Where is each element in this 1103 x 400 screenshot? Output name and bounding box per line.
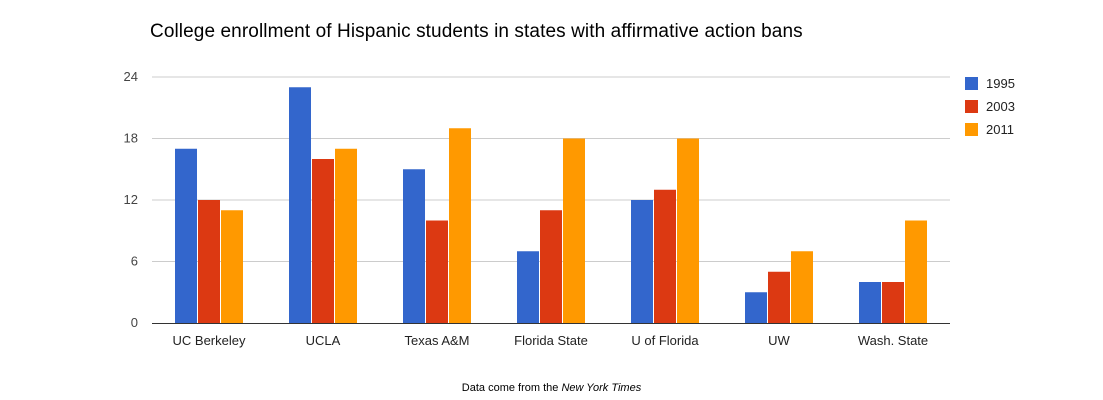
bar-1995-3 — [517, 251, 539, 323]
bar-1995-4 — [631, 200, 653, 323]
bar-2003-2 — [426, 220, 448, 323]
y-tick-label: 12 — [124, 192, 138, 207]
bar-2003-4 — [654, 189, 676, 323]
bar-2011-2 — [449, 128, 471, 323]
source-prefix: Data come from the — [461, 382, 562, 394]
bar-1995-2 — [403, 169, 425, 323]
bar-2011-5 — [791, 251, 813, 323]
legend-swatch-2003 — [965, 100, 978, 113]
x-category-label: UC Berkeley — [173, 333, 246, 348]
x-category-label: Texas A&M — [404, 333, 469, 348]
x-category-label: Wash. State — [858, 333, 928, 348]
y-tick-label: 24 — [124, 69, 138, 84]
bar-2003-3 — [540, 210, 562, 323]
bar-2003-5 — [768, 271, 790, 323]
legend-label-1995: 1995 — [986, 76, 1015, 91]
source-note: Data come from the New York Times — [0, 382, 1103, 394]
y-tick-label: 0 — [131, 315, 138, 330]
legend-swatch-2011 — [965, 123, 978, 136]
x-category-label: Florida State — [514, 333, 588, 348]
legend: 1995 2003 2011 — [965, 76, 1015, 137]
bar-2011-0 — [221, 210, 243, 323]
source-publication: New York Times — [561, 382, 642, 394]
chart-title: College enrollment of Hispanic students … — [150, 21, 803, 42]
bar-2011-4 — [677, 138, 699, 323]
y-tick-label: 18 — [124, 131, 138, 146]
x-axis-category-labels: UC Berkeley UCLA Texas A&M Florida State U o… — [173, 333, 929, 348]
x-category-label: UCLA — [306, 333, 341, 348]
bar-1995-6 — [859, 282, 881, 323]
bar-2003-0 — [198, 200, 220, 323]
bar-2011-3 — [563, 138, 585, 323]
bar-1995-1 — [289, 87, 311, 323]
y-axis-tick-labels: 0 6 12 18 24 — [124, 69, 138, 330]
bar-2003-1 — [312, 159, 334, 323]
bars — [175, 87, 927, 323]
bar-2011-6 — [905, 220, 927, 323]
bar-1995-0 — [175, 148, 197, 323]
bar-1995-5 — [745, 292, 767, 323]
legend-label-2011: 2011 — [986, 122, 1014, 137]
y-tick-label: 6 — [131, 254, 138, 269]
legend-swatch-1995 — [965, 77, 978, 90]
legend-label-2003: 2003 — [986, 99, 1015, 114]
bar-2011-1 — [335, 148, 357, 323]
x-category-label: UW — [768, 333, 790, 348]
x-category-label: U of Florida — [631, 333, 699, 348]
bar-2003-6 — [882, 282, 904, 323]
